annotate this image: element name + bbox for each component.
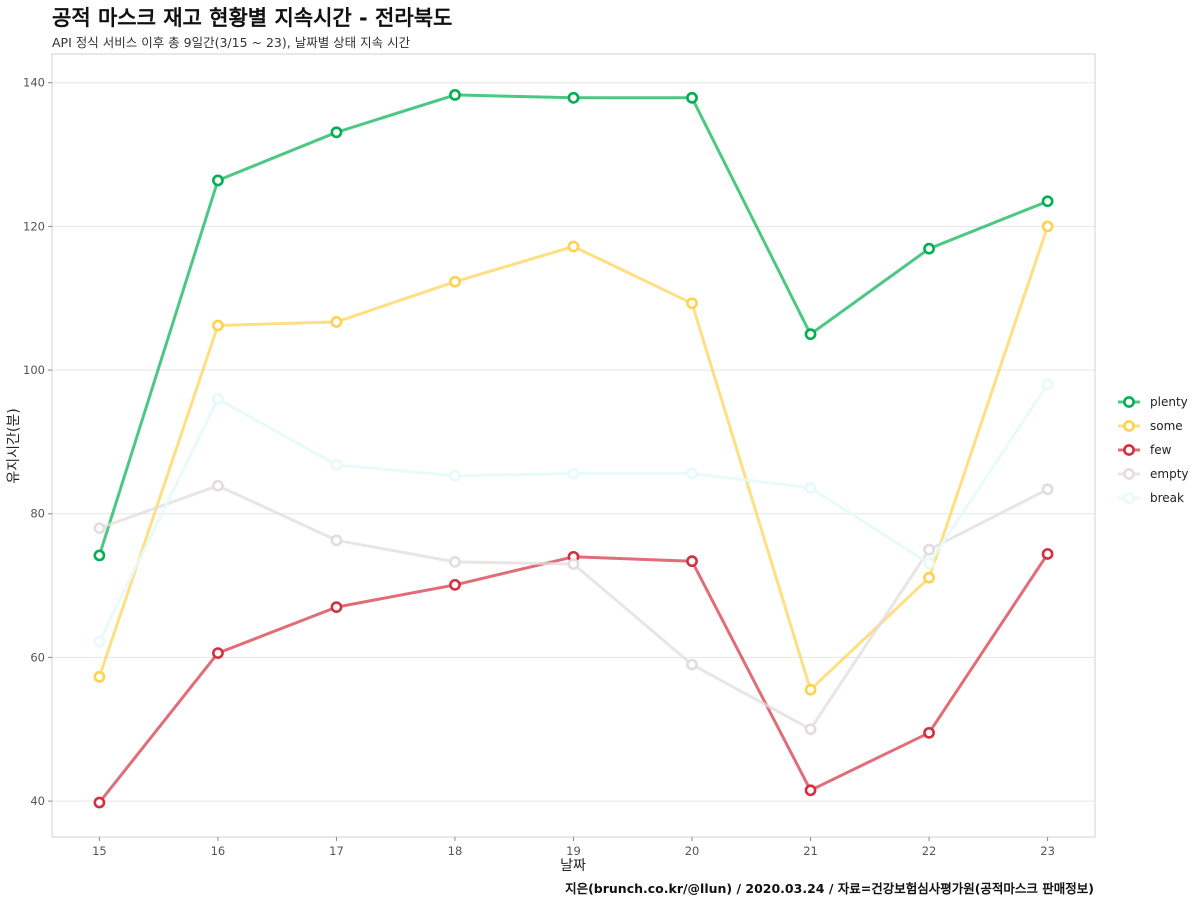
legend-key-point bbox=[1123, 396, 1135, 408]
legend-key-point bbox=[1123, 444, 1135, 456]
axes: 40 60 80 100 120 140 15 16 17 18 19 20 21 22 23 bbox=[23, 76, 1055, 858]
data-point-break bbox=[449, 469, 461, 482]
series-some bbox=[93, 220, 1054, 696]
data-point-break bbox=[1041, 378, 1054, 391]
series-few bbox=[93, 548, 1054, 809]
series-line-few bbox=[98, 553, 1049, 804]
y-tick-label: 60 bbox=[30, 650, 45, 664]
legend-key-point bbox=[1123, 468, 1135, 480]
legend: plenty some few empty break bbox=[1118, 395, 1189, 505]
data-point-some bbox=[804, 683, 817, 696]
data-point-empty bbox=[1041, 483, 1054, 496]
data-point-some bbox=[449, 275, 461, 288]
x-axis-title: 날짜 bbox=[560, 858, 586, 874]
data-point-break bbox=[93, 635, 106, 648]
data-point-break bbox=[330, 458, 343, 471]
data-point-empty bbox=[93, 522, 106, 535]
legend-label: few bbox=[1150, 443, 1172, 457]
legend-key-point bbox=[1123, 492, 1135, 504]
data-point-few bbox=[449, 578, 461, 591]
data-point-plenty bbox=[212, 174, 224, 187]
series-plenty bbox=[93, 89, 1054, 562]
source-caption: 지은(brunch.co.kr/@llun) / 2020.03.24 / 자료… bbox=[565, 881, 1094, 896]
legend-item-empty: empty bbox=[1118, 467, 1189, 481]
y-axis-title: 유지시간(분) bbox=[6, 408, 22, 483]
x-tick-label: 15 bbox=[92, 844, 107, 858]
data-point-plenty bbox=[686, 91, 698, 104]
data-point-few bbox=[93, 796, 106, 809]
data-point-few bbox=[804, 784, 817, 797]
data-point-few bbox=[212, 647, 224, 660]
data-point-plenty bbox=[804, 328, 817, 341]
data-point-empty bbox=[686, 658, 698, 671]
x-tick-label: 16 bbox=[211, 844, 226, 858]
data-point-plenty bbox=[1041, 195, 1054, 208]
series-line-empty bbox=[98, 484, 1049, 731]
data-point-some bbox=[686, 297, 698, 310]
data-point-few bbox=[686, 555, 698, 568]
series-empty bbox=[93, 479, 1054, 736]
data-point-break bbox=[567, 467, 580, 480]
data-point-plenty bbox=[567, 91, 580, 104]
x-tick-label: 21 bbox=[803, 844, 818, 858]
legend-label: some bbox=[1150, 419, 1183, 433]
data-point-break bbox=[212, 392, 224, 405]
legend-label: plenty bbox=[1150, 395, 1188, 409]
x-tick-label: 20 bbox=[685, 844, 700, 858]
data-point-empty bbox=[923, 543, 935, 556]
data-point-few bbox=[1041, 548, 1054, 560]
data-point-some bbox=[93, 670, 106, 683]
data-point-empty bbox=[330, 534, 343, 547]
x-tick-label: 17 bbox=[329, 844, 344, 858]
data-point-some bbox=[1041, 220, 1054, 233]
y-tick-label: 80 bbox=[30, 507, 45, 521]
series-line-some bbox=[97, 225, 1050, 692]
data-point-plenty bbox=[923, 242, 935, 255]
legend-item-some: some bbox=[1118, 419, 1183, 433]
chart-subtitle: API 정식 서비스 이후 총 9일간(3/15 ~ 23), 날짜별 상태 지… bbox=[52, 35, 411, 50]
y-tick-label: 140 bbox=[23, 76, 45, 90]
data-point-empty bbox=[449, 555, 461, 568]
data-point-empty bbox=[212, 479, 224, 492]
x-tick-label: 22 bbox=[922, 844, 937, 858]
y-tick-label: 120 bbox=[23, 219, 45, 233]
legend-item-plenty: plenty bbox=[1118, 395, 1188, 409]
series-group bbox=[93, 89, 1054, 809]
y-tick-label: 100 bbox=[23, 363, 45, 377]
data-point-few bbox=[330, 601, 343, 614]
legend-item-few: few bbox=[1118, 443, 1172, 457]
data-point-break bbox=[804, 481, 817, 494]
legend-label: empty bbox=[1150, 467, 1189, 481]
data-point-break bbox=[686, 467, 698, 480]
data-point-plenty bbox=[330, 126, 343, 139]
data-point-empty bbox=[567, 558, 580, 570]
data-point-some bbox=[330, 316, 343, 328]
data-point-break bbox=[923, 557, 935, 570]
legend-key-point bbox=[1123, 420, 1135, 432]
data-point-some bbox=[567, 240, 580, 253]
x-tick-label: 18 bbox=[448, 844, 463, 858]
series-break bbox=[93, 378, 1054, 648]
data-point-plenty bbox=[449, 89, 461, 101]
series-line-break bbox=[98, 383, 1049, 643]
data-point-some bbox=[923, 571, 935, 584]
data-point-plenty bbox=[93, 549, 106, 562]
y-tick-label: 40 bbox=[30, 794, 45, 808]
chart-title: 공적 마스크 재고 현황별 지속시간 - 전라북도 bbox=[52, 6, 453, 30]
data-point-some bbox=[212, 319, 224, 332]
data-point-few bbox=[923, 726, 935, 739]
gridlines bbox=[52, 82, 1095, 802]
legend-label: break bbox=[1150, 491, 1184, 505]
legend-item-break: break bbox=[1118, 491, 1184, 505]
data-point-empty bbox=[804, 723, 817, 736]
x-tick-label: 23 bbox=[1040, 844, 1055, 858]
x-tick-label: 19 bbox=[566, 844, 581, 858]
